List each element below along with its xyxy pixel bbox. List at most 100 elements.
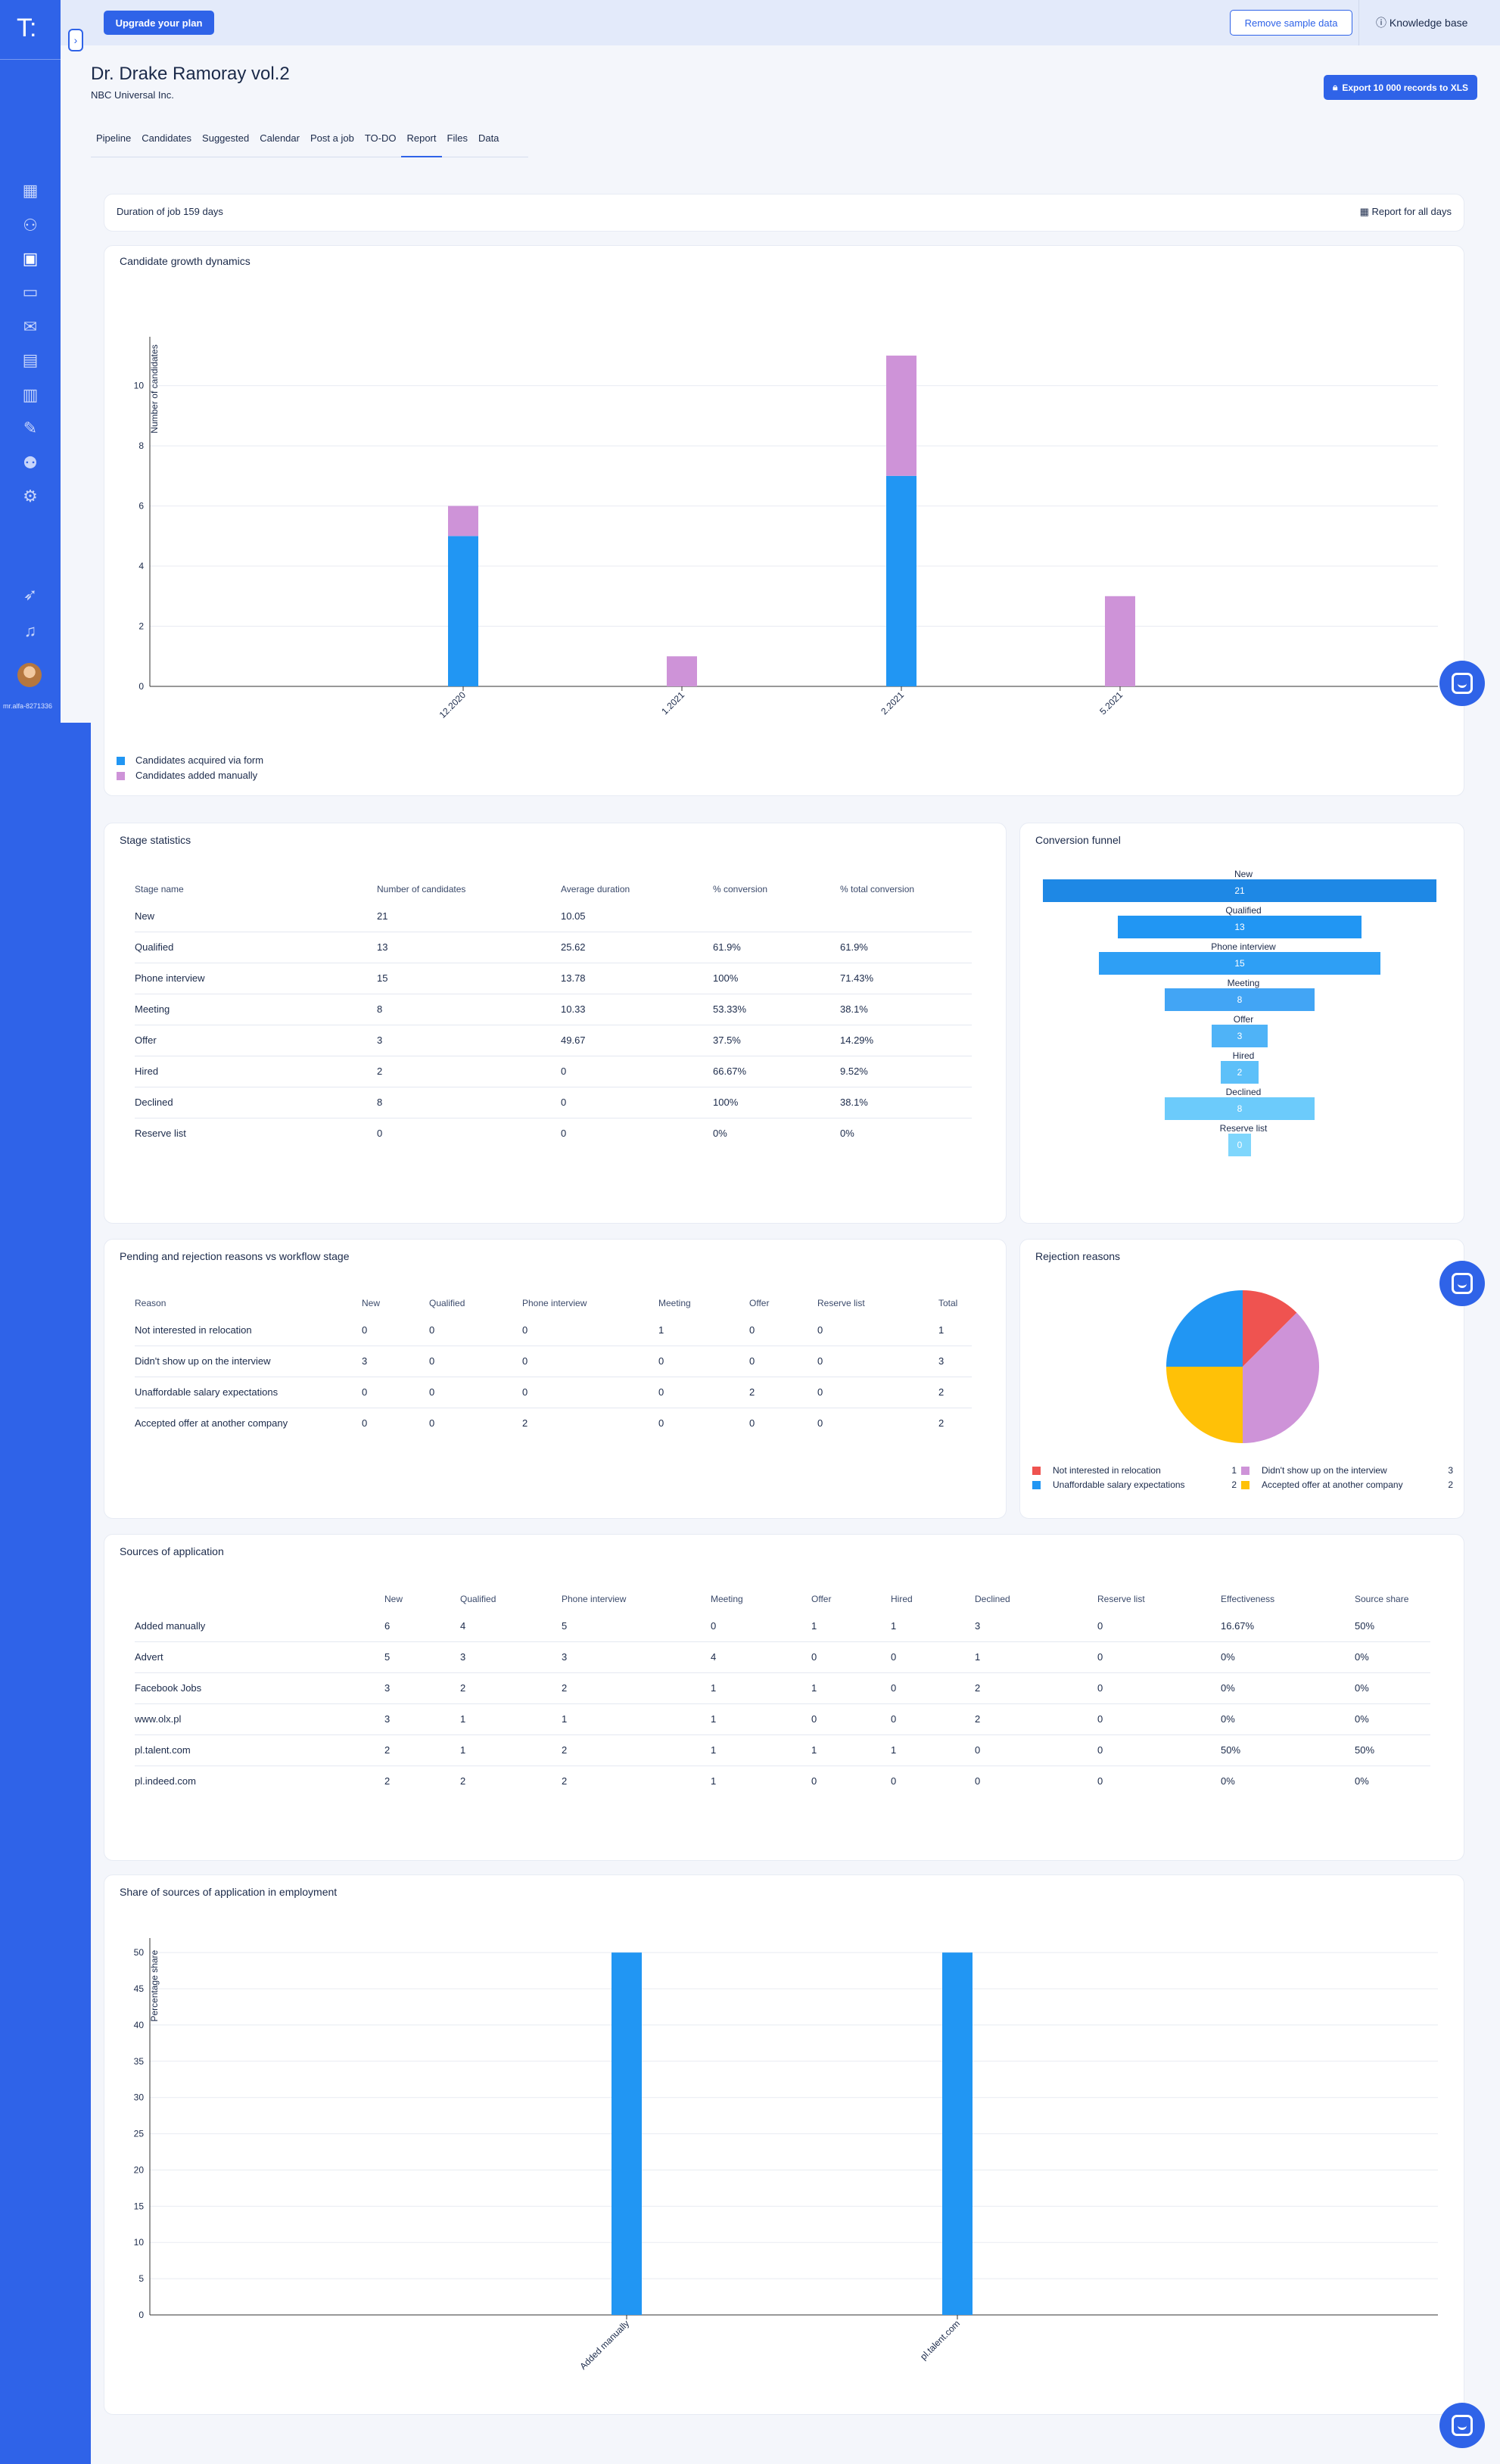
sources-cell: 0% xyxy=(1221,1672,1355,1704)
collapse-sidebar-chevron-icon[interactable]: › xyxy=(68,29,83,51)
sources-cell: 0 xyxy=(1097,1775,1103,1787)
tab-report[interactable]: Report xyxy=(401,127,442,157)
knowledge-base-link[interactable]: ⓘ Knowledge base xyxy=(1376,15,1467,30)
sidebar: T: ▦ ⚇ ▣ ▭ ✉ ▤ ▥ ✎ ⚉ ⚙ ➶ ♫ mr.alfa-82713… xyxy=(0,0,61,723)
sources-cell: www.olx.pl xyxy=(135,1703,384,1735)
sources-cell: 6 xyxy=(384,1610,460,1642)
pie-slice-2 xyxy=(1166,1367,1243,1443)
funnel-bar[interactable]: 8 xyxy=(1164,1097,1315,1120)
funnel-bar[interactable]: 15 xyxy=(1099,952,1380,975)
legend-item-no-show[interactable]: Didn't show up on the interview 3 xyxy=(1241,1465,1453,1476)
table-row[interactable]: Reserve list 0 0 0% 0% xyxy=(135,1118,972,1149)
pending-cell: 0 xyxy=(362,1377,429,1408)
tab-data[interactable]: Data xyxy=(478,132,499,144)
tab-pipeline[interactable]: Pipeline xyxy=(96,132,132,144)
table-row[interactable]: Qualified 13 25.62 61.9% 61.9% xyxy=(135,932,972,963)
remove-sample-data-button[interactable]: Remove sample data xyxy=(1230,10,1352,36)
team-icon[interactable]: ⚇ xyxy=(23,216,38,235)
sources-header-0 xyxy=(135,1588,384,1610)
mail-icon[interactable]: ✉ xyxy=(23,317,38,336)
report-all-days-label: Report for all days xyxy=(1371,206,1452,217)
sources-cell: 1 xyxy=(711,1703,811,1735)
funnel-bar[interactable]: 2 xyxy=(1221,1061,1259,1084)
edit-icon[interactable]: ✎ xyxy=(23,418,38,437)
export-xls-button[interactable]: 🔒︎ Export 10 000 records to XLS xyxy=(1324,75,1477,100)
job-tabs: Pipeline Candidates Suggested Calendar P… xyxy=(91,127,528,157)
stage-cell: 100% xyxy=(713,1087,840,1118)
tab-candidates[interactable]: Candidates xyxy=(142,132,192,144)
pending-cell: 0 xyxy=(429,1377,522,1408)
table-row[interactable]: Meeting 8 10.33 53.33% 38.1% xyxy=(135,994,972,1025)
user-avatar[interactable] xyxy=(17,663,42,687)
stage-cell: 49.67 xyxy=(561,1025,713,1056)
funnel-bar[interactable]: 21 xyxy=(1043,879,1436,902)
calendar-icon[interactable]: ▤ xyxy=(22,350,39,369)
tab-files[interactable]: Files xyxy=(447,132,468,144)
topbar-divider xyxy=(1358,0,1359,45)
sources-cell: 2 xyxy=(975,1672,1097,1704)
app-logo[interactable]: T: xyxy=(17,14,37,42)
sources-title: Sources of application xyxy=(120,1545,224,1557)
funnel-stage-label: Reserve list xyxy=(1219,1123,1268,1134)
sources-cell: 3 xyxy=(460,1641,562,1673)
table-row[interactable]: Not interested in relocation 0 0 0 1 0 0 1 xyxy=(135,1314,972,1346)
rocket-icon[interactable]: ➶ xyxy=(23,585,38,604)
table-row[interactable]: Declined 8 0 100% 38.1% xyxy=(135,1087,972,1118)
report-all-days-button[interactable]: ▦ Report for all days xyxy=(1360,206,1452,218)
table-row[interactable]: Advert 5 3 3 4 0 0 1 0 0% 0% xyxy=(135,1641,1430,1673)
table-row[interactable]: Unaffordable salary expectations 0 0 0 0 2 0 2 xyxy=(135,1377,972,1408)
funnel-bar[interactable]: 0 xyxy=(1228,1134,1251,1156)
chat-button[interactable] xyxy=(1439,661,1485,706)
bell-icon[interactable]: ♫ xyxy=(23,621,37,640)
legend-item-accepted-offer[interactable]: Accepted offer at another company 2 xyxy=(1241,1479,1453,1490)
sources-header-9: Effectiveness xyxy=(1221,1594,1275,1604)
table-row[interactable]: Didn't show up on the interview 3 0 0 0 0 0 3 xyxy=(135,1346,972,1377)
chat-button-2[interactable] xyxy=(1439,1261,1485,1306)
funnel-stage-label: New xyxy=(1234,869,1253,879)
table-row[interactable]: www.olx.pl 3 1 1 1 0 0 2 0 0% 0% xyxy=(135,1703,1430,1735)
legend-item-form[interactable]: Candidates acquired via form xyxy=(117,754,263,770)
funnel-bar[interactable]: 8 xyxy=(1164,988,1315,1011)
users-icon[interactable]: ⚉ xyxy=(23,453,38,472)
pending-cell: 0 xyxy=(429,1314,522,1346)
funnel-bar[interactable]: 3 xyxy=(1211,1025,1268,1047)
table-row[interactable]: pl.talent.com 2 1 2 1 1 1 0 0 50% 50% xyxy=(135,1734,1430,1766)
tab-suggested[interactable]: Suggested xyxy=(202,132,250,144)
sources-cell: 0 xyxy=(811,1703,891,1735)
table-row[interactable]: New 21 10.05 xyxy=(135,901,972,932)
bar-Added manually xyxy=(612,1952,642,2315)
rejection-reasons-title: Rejection reasons xyxy=(1035,1250,1121,1262)
legend-item-manual[interactable]: Candidates added manually xyxy=(117,770,263,785)
tab-todo[interactable]: TO-DO xyxy=(364,132,397,144)
pending-cell: 1 xyxy=(658,1314,749,1346)
table-row[interactable]: Offer 3 49.67 37.5% 14.29% xyxy=(135,1025,972,1056)
stage-header-2: Average duration xyxy=(561,884,630,894)
sources-cell: 4 xyxy=(711,1641,811,1673)
upgrade-plan-button[interactable]: Upgrade your plan xyxy=(104,11,214,35)
table-row[interactable]: Accepted offer at another company 0 0 2 0 0 0 2 xyxy=(135,1408,972,1439)
table-row[interactable]: Facebook Jobs 3 2 2 1 1 0 2 0 0% 0% xyxy=(135,1672,1430,1704)
chat-button-3[interactable] xyxy=(1439,2403,1485,2448)
tab-calendar[interactable]: Calendar xyxy=(260,132,300,144)
sources-cell: 2 xyxy=(384,1775,391,1787)
tab-post-a-job[interactable]: Post a job xyxy=(310,132,354,144)
legend-item-salary[interactable]: Unaffordable salary expectations 2 xyxy=(1032,1479,1237,1490)
y-tick-label: 45 xyxy=(134,1983,145,1994)
bar-12.2020-0 xyxy=(448,536,478,686)
pending-cell: 0 xyxy=(522,1377,658,1408)
sources-cell: 3 xyxy=(384,1703,460,1735)
table-row[interactable]: Phone interview 15 13.78 100% 71.43% xyxy=(135,963,972,994)
table-row[interactable]: Added manually 6 4 5 0 1 1 3 0 16.67% 50% xyxy=(135,1610,1430,1642)
bar-2.2021-0 xyxy=(886,475,916,686)
settings-gear-icon[interactable]: ⚙ xyxy=(23,487,38,506)
legend-item-relocation[interactable]: Not interested in relocation 1 xyxy=(1032,1465,1237,1476)
candidates-card-icon[interactable]: ▣ xyxy=(22,249,39,268)
funnel-bar[interactable]: 13 xyxy=(1118,916,1362,938)
table-row[interactable]: pl.indeed.com 2 2 2 1 0 0 0 0 0% 0% xyxy=(135,1766,1430,1797)
lock-icon: 🔒︎ xyxy=(1332,82,1338,92)
table-row[interactable]: Hired 2 0 66.67% 9.52% xyxy=(135,1056,972,1087)
legend-label-manual: Candidates added manually xyxy=(135,770,258,781)
dashboard-icon[interactable]: ▦ xyxy=(22,181,39,200)
reports-chart-icon[interactable]: ▥ xyxy=(22,385,39,404)
window-icon[interactable]: ▭ xyxy=(22,282,39,301)
